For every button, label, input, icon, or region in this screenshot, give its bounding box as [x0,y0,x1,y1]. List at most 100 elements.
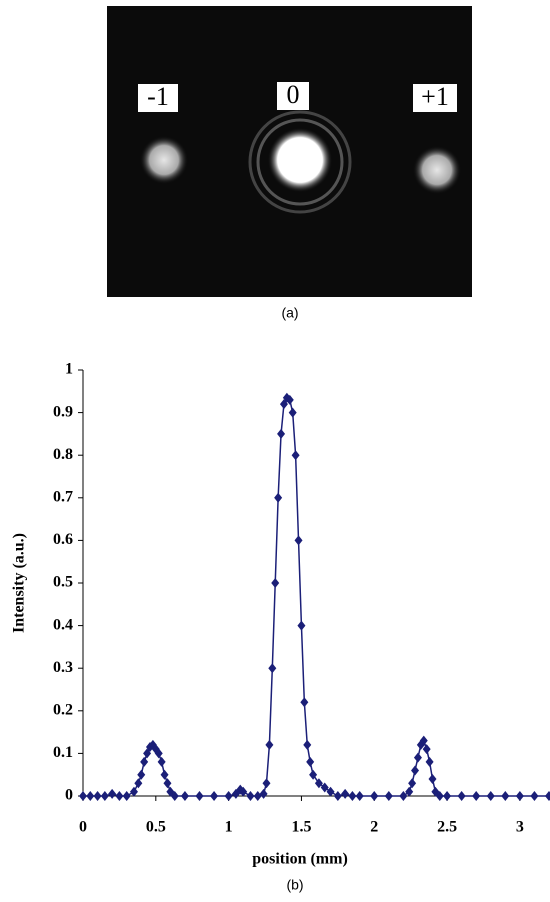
marker [326,786,335,797]
order-label: +1 [421,82,449,111]
marker [137,769,146,780]
marker [545,791,550,801]
marker [405,786,414,797]
marker [435,791,444,801]
marker [253,791,262,801]
y-tick-label: 0.2 [53,701,73,718]
y-axis-label: Intensity (a.u.) [11,533,28,633]
marker [413,752,422,763]
marker [320,782,329,793]
marker [262,778,271,789]
marker [274,492,283,503]
marker [285,394,294,405]
label-box [277,82,309,110]
y-tick-label: 0.8 [53,446,73,463]
y-tick-label: 0.6 [53,531,73,548]
x-tick-label: 3 [516,819,524,836]
x-tick-label: 1 [225,819,233,836]
y-tick-label: 0.7 [53,488,73,505]
x-tick-label: 0 [79,819,87,836]
marker [333,791,342,801]
marker [154,748,163,759]
marker [294,535,303,546]
plot: 0 0.1 0.2 0.3 0.4 0.5 0.6 0.7 0.8 0.9 1 0 0.5 1 1.5 2 2.… [53,361,550,836]
marker [370,791,379,801]
marker [348,791,357,801]
marker [129,786,138,797]
label-box [138,84,178,112]
marker [411,765,420,776]
ring [248,110,352,214]
x-tick-label: 0.5 [146,819,166,836]
marker [428,773,437,784]
marker [100,791,109,801]
marker [271,578,280,588]
marker [180,791,189,801]
order-label: -1 [147,82,169,111]
marker [115,791,124,801]
marker [486,791,495,801]
marker [160,769,169,780]
marker [259,788,268,799]
marker [515,791,524,801]
order-label: 0 [287,80,300,109]
label-box [413,84,457,112]
marker [170,791,179,801]
x-tick-label: 2.5 [437,819,457,836]
y-tick-label: 0.3 [53,659,73,676]
x-tick-label: 2 [370,819,378,836]
ring [256,118,344,206]
y-tick-label: 0.9 [53,403,73,420]
marker [210,791,219,801]
spot [140,136,188,184]
marker [408,778,417,789]
marker [425,756,434,767]
marker [457,791,466,801]
marker [93,791,102,801]
y-tick-label: 1 [65,361,73,378]
marker [300,697,309,708]
marker [341,788,350,799]
marker [134,778,143,789]
marker [530,791,539,801]
data-line [83,396,549,797]
y-tick-label: 0 [65,787,73,804]
marker [309,769,318,780]
marker [268,663,277,674]
caption: (a) [281,305,298,321]
y-tick-label: 0.5 [53,574,73,591]
marker [384,791,393,801]
marker [79,791,87,801]
marker [297,620,306,631]
x-axis-label: position (mm) [252,851,348,868]
marker [399,791,408,801]
marker [443,791,452,801]
marker [246,791,255,801]
marker [306,756,315,767]
marker [265,739,274,750]
marker [277,428,286,439]
marker [291,450,300,461]
marker [108,788,117,799]
caption: (b) [286,877,303,893]
spot [268,128,332,192]
marker [288,407,297,418]
spot [413,146,461,194]
y-tick-label: 0.1 [53,744,73,761]
marker [239,786,248,797]
marker [501,791,510,801]
marker [422,744,431,755]
marker [303,739,312,750]
marker [143,748,152,759]
y-tick-label: 0.4 [53,616,73,633]
marker [157,756,166,767]
marker [419,735,428,746]
marker [279,399,288,410]
x-tick-label: 1.5 [291,819,311,836]
marker [140,756,149,767]
marker [472,791,481,801]
marker [314,778,323,789]
marker [195,791,204,801]
marker [122,791,131,801]
